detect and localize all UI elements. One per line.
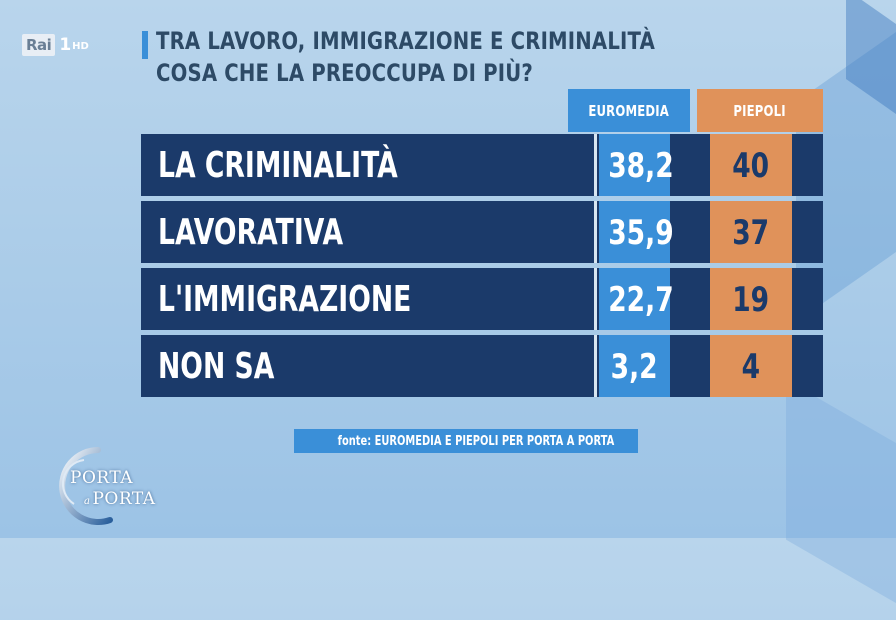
table-row: NON SA 3,2 4	[141, 335, 823, 397]
source-note-text: fonte: EUROMEDIA E PIEPOLI PER PORTA A P…	[337, 434, 615, 449]
logo-text-line2: a PORTA	[84, 489, 156, 509]
euromedia-value: 22,7	[608, 280, 674, 320]
logo-text-line2-word: PORTA	[92, 489, 156, 509]
euromedia-value-cell: 35,9	[599, 201, 674, 263]
chart-title: TRA LAVORO, IMMIGRAZIONE E CRIMINALITÀ C…	[156, 25, 655, 89]
piepoli-value-cell: 40	[710, 134, 792, 196]
table-row: L'IMMIGRAZIONE 22,7 19	[141, 268, 823, 330]
piepoli-value: 37	[732, 213, 770, 253]
column-header-piepoli-label: PIEPOLI	[733, 101, 787, 120]
euromedia-value: 3,2	[611, 347, 658, 387]
table-row: LA CRIMINALITÀ 38,2 40	[141, 134, 823, 196]
background-shard	[786, 379, 896, 620]
piepoli-value: 40	[732, 146, 770, 186]
row-separator	[594, 134, 597, 196]
piepoli-value-cell: 37	[710, 201, 792, 263]
logo-ring-icon	[59, 447, 113, 525]
results-table: LA CRIMINALITÀ 38,2 40 LAVORATIVA 35,9 3…	[141, 134, 823, 402]
euromedia-value: 38,2	[608, 146, 674, 186]
row-label: LAVORATIVA	[158, 212, 344, 253]
piepoli-value-cell: 4	[710, 335, 792, 397]
source-note: fonte: EUROMEDIA E PIEPOLI PER PORTA A P…	[294, 429, 638, 453]
row-separator	[594, 335, 597, 397]
piepoli-value: 4	[741, 347, 761, 387]
euromedia-value: 35,9	[608, 213, 674, 253]
chart-title-line2: COSA CHE LA PREOCCUPA DI PIÙ?	[156, 59, 533, 87]
row-separator	[594, 268, 597, 330]
channel-brand: Rai	[22, 34, 56, 56]
row-label: NON SA	[158, 346, 275, 387]
column-header-euromedia: EUROMEDIA	[568, 89, 690, 132]
column-header-piepoli: PIEPOLI	[697, 89, 823, 132]
channel-number: 1	[59, 35, 72, 55]
channel-logo: Rai 1 HD	[22, 32, 89, 58]
table-row: LAVORATIVA 35,9 37	[141, 201, 823, 263]
row-label: LA CRIMINALITÀ	[158, 145, 398, 186]
row-separator	[594, 201, 597, 263]
title-accent-bar	[142, 31, 148, 59]
channel-hd: HD	[72, 41, 89, 52]
column-header-euromedia-label: EUROMEDIA	[588, 101, 670, 120]
porta-a-porta-logo: PORTA a PORTA	[40, 444, 160, 528]
euromedia-value-cell: 3,2	[599, 335, 670, 397]
euromedia-value-cell: 38,2	[599, 134, 674, 196]
euromedia-value-cell: 22,7	[599, 268, 674, 330]
piepoli-value-cell: 19	[710, 268, 792, 330]
chart-title-line1: TRA LAVORO, IMMIGRAZIONE E CRIMINALITÀ	[156, 27, 655, 55]
row-label: L'IMMIGRAZIONE	[158, 279, 412, 320]
piepoli-value: 19	[732, 280, 770, 320]
logo-connector: a	[84, 496, 91, 507]
logo-text-line1: PORTA	[70, 468, 134, 488]
